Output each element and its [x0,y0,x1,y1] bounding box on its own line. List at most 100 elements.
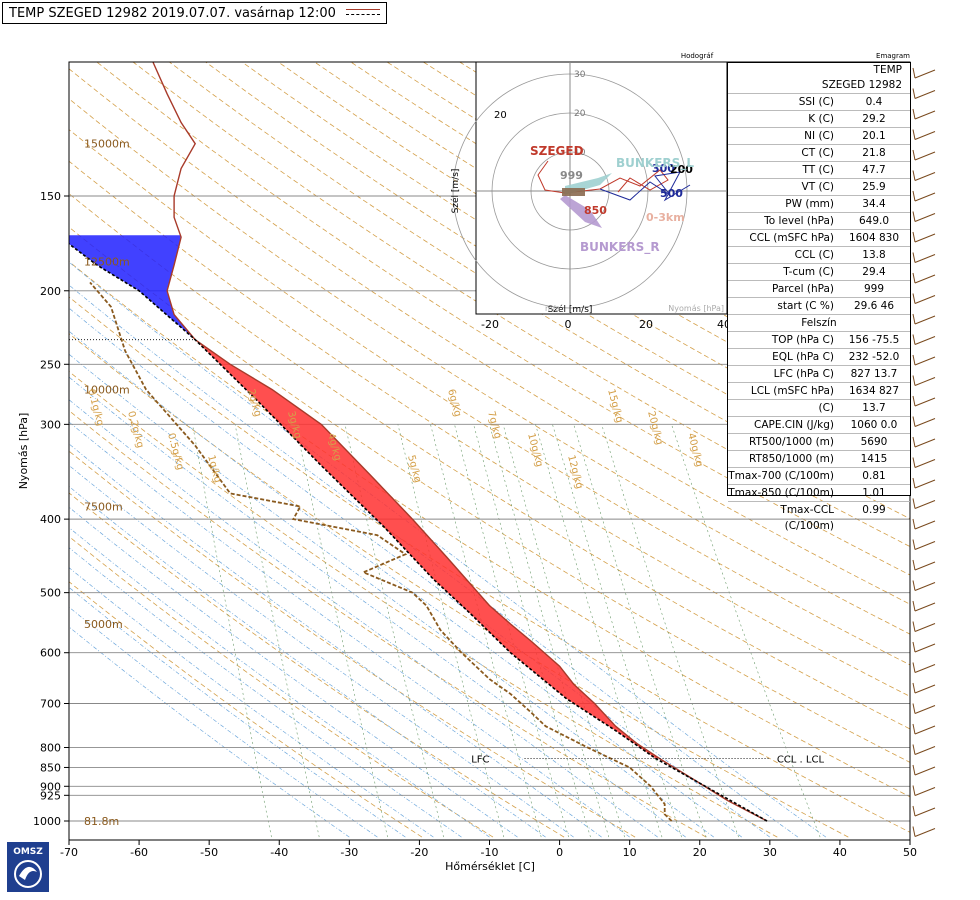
wind-barb-flag [912,621,916,632]
wind-barb [914,315,936,325]
wind-barb-flag [912,641,916,653]
stat-row: TOP (hPa C) 156 -75.5 [728,331,910,348]
x-tick-label: -30 [340,846,358,859]
wind-barb [914,336,936,345]
x-tick-label: 20 [693,846,707,859]
dry-adiabat [69,492,565,838]
hodograph-trace-high [599,171,691,202]
height-label: 7500m [84,501,123,514]
wind-barb-flag [912,231,916,243]
stat-row: Parcel (hPa) 999 [728,280,910,297]
wind-barb-flag [912,580,916,591]
wind-barb-flag [912,703,916,714]
stat-label: TT (C) [802,164,834,176]
x-axis-label: Hőmérséklet [C] [445,860,535,873]
dewpoint-profile [89,281,673,822]
wind-barb [914,69,936,79]
parcel-profile [69,242,768,822]
y-tick-label: 250 [40,358,61,371]
y-tick-label: 150 [40,190,61,203]
y-tick-label: 800 [40,741,61,754]
stat-value: 20.1 [862,130,886,142]
stat-value: 156 -75.5 [848,334,900,346]
height-label: 5000m [84,618,123,631]
wind-barb-flag [912,170,916,181]
dry-adiabat [69,535,494,838]
stat-value: 0.4 [865,96,883,108]
wind-barb [914,418,936,427]
dry-adiabat [69,193,910,730]
wind-barb [914,787,936,796]
wind-barb [914,254,936,263]
wind-barb [914,582,936,591]
y-tick-label: 1000 [33,815,61,828]
hodograph-label: BUNKERS_L [616,156,694,171]
wind-barb [914,438,936,448]
wind-barb-flag [912,211,916,222]
x-tick-label: -70 [60,846,78,859]
hodograph-label: 999 [560,169,583,182]
stat-row: LCL (mSFC hPa) 1634 827 [728,382,910,399]
mixing-ratio-label: 12g/kg [565,454,585,490]
mixing-ratio-label: 0.5g/kg [165,432,185,471]
stat-value: 21.8 [862,147,886,159]
x-tick-label: 10 [623,846,637,859]
hodograph-label: BUNKERS_R [580,240,660,255]
hodograph-tick: -20 [481,318,499,331]
ccl-lcl-label: CCL . LCL [777,754,825,765]
wind-barb [914,766,936,776]
stat-label: Parcel (hPa) [771,283,834,295]
hodograph-ring-label: 20 [574,109,586,119]
wind-barb-flag [912,67,916,79]
hodograph-legend-label: Nyomás [hPa] [668,304,724,313]
wind-barb [914,233,936,243]
moist-adiabat [69,485,546,838]
stat-value: 25.9 [862,181,886,193]
mixing-ratio-label: 6g/kg [445,388,463,418]
wind-barb [914,643,936,653]
wind-barb-flag [912,539,916,550]
stat-label: LFC (hPa C) [773,368,834,380]
wind-barb [914,725,936,735]
chart-title: TEMP SZEGED 12982 2019.07.07. vasárnap 1… [2,2,387,24]
wind-barb [914,192,936,202]
wind-barb-flag [912,723,916,735]
wind-barb-flag [912,108,916,120]
stat-value: 1415 [860,453,888,465]
stat-row: Tmax-700 (C/100m) 0.81 [728,467,910,484]
wind-barb [914,295,936,304]
stat-value: 34.4 [862,198,886,210]
cape-area [196,341,660,759]
dry-adiabat [69,370,778,838]
stat-label: Tmax-CCL (C/100m) [780,504,834,532]
hodograph-left-tick: 20 [494,110,507,121]
mean-wind-box [562,188,585,196]
wind-barb-flag [912,436,916,448]
hodograph-trace-low [537,160,669,194]
mixing-ratio-line [454,424,569,838]
wind-barb-flag [912,518,916,530]
stat-row: CCL (C) 13.8 [728,246,910,263]
height-label: 10000m [84,384,130,397]
wind-barb [914,807,936,817]
wind-barb-flag [912,272,916,284]
stat-row: CT (C) 21.8 [728,144,910,161]
stat-label: SSI (C) [798,96,834,108]
stat-label: (C) [818,402,834,414]
dry-adiabat [69,261,910,798]
table-subheader: SZEGED 12982 [821,79,902,91]
hodograph-label: 300 [652,162,675,175]
wind-barb-flag [912,129,916,140]
mixing-ratio-label: 20g/kg [645,410,665,446]
stat-label: To level (hPa) [764,215,834,227]
hodograph-x-label: Szél [m/s] [548,304,593,315]
hodograph-ring-label: 10 [574,148,586,158]
stat-row: NI (C) 20.1 [728,127,910,144]
mixing-ratio-line [430,424,542,838]
mixing-ratio-label: 5g/kg [405,454,423,484]
stat-section-label: Felszín [728,314,910,331]
x-tick-label: 50 [903,846,917,859]
wind-barb [914,397,936,407]
stat-value: 827 13.7 [850,368,898,380]
